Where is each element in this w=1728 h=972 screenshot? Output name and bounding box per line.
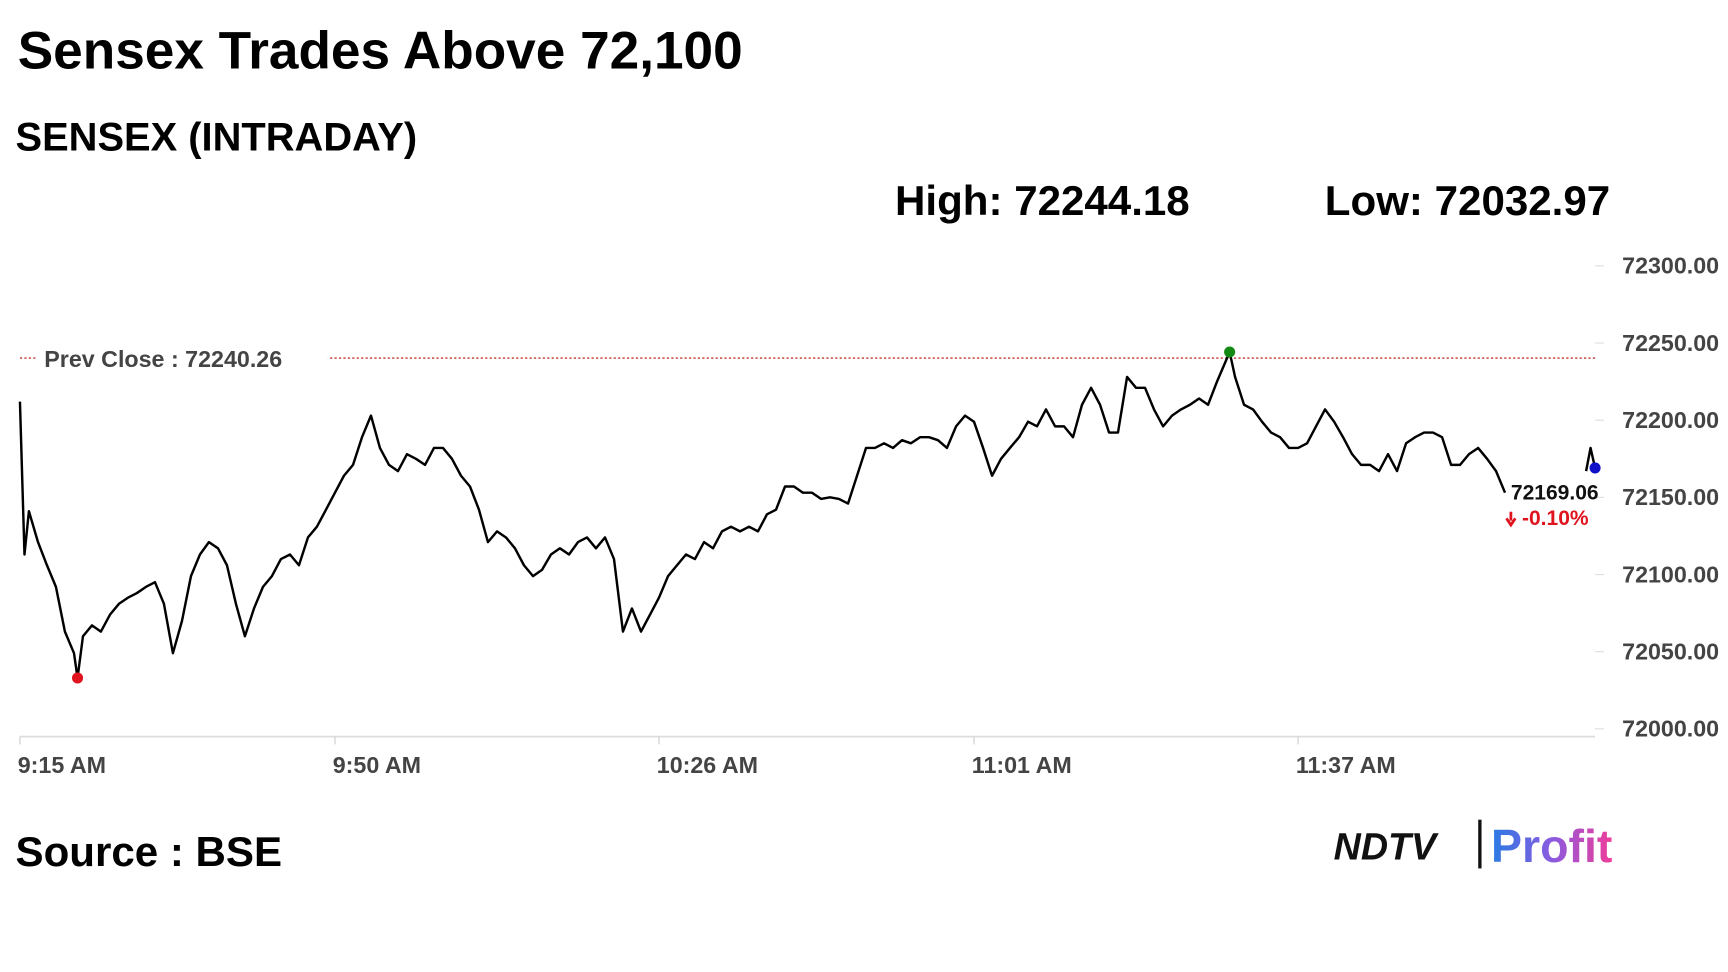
low-label: Low:	[1325, 177, 1423, 224]
x-tick-label: 11:37 AM	[1296, 752, 1396, 778]
title: Sensex Trades Above 72,100	[18, 22, 743, 81]
low-value: 72032.97	[1435, 177, 1611, 224]
prev-close-label: Prev Close :	[44, 346, 178, 372]
x-tick-label: 9:15 AM	[18, 752, 106, 778]
high-value: 72244.18	[1014, 177, 1190, 224]
high-text: High: 72244.18	[895, 177, 1190, 224]
y-tick-label: 72050.00	[1622, 638, 1719, 664]
y-tick-label: 72150.00	[1622, 484, 1719, 510]
source: Source : BSE	[16, 828, 283, 875]
prev-close-value: 72240.26	[185, 346, 282, 372]
change-label: -0.10%	[1522, 507, 1589, 530]
prev-close-text: Prev Close : 72240.26	[44, 346, 282, 372]
subtitle: SENSEX (INTRADAY)	[16, 116, 418, 160]
y-tick-label: 72300.00	[1622, 253, 1719, 279]
prev-close-label-bg	[35, 342, 328, 374]
y-tick-label: 72100.00	[1622, 561, 1719, 587]
last-value-label: 72169.06	[1511, 482, 1599, 505]
low-marker	[72, 672, 84, 684]
y-tick-label: 72250.00	[1622, 330, 1719, 356]
x-tick-label: 9:50 AM	[333, 752, 421, 778]
x-tick-label: 10:26 AM	[657, 752, 758, 778]
change-arrow	[1505, 511, 1517, 528]
price-line	[18, 350, 1597, 680]
logo-brand: NDTV	[1334, 826, 1439, 868]
high-marker	[1224, 346, 1236, 358]
low-text: Low: 72032.97	[1325, 177, 1610, 224]
plot-area: 9:15 AM 9:50 AM 10:26 AM 11:01 AM 11:37 AM 72…	[18, 253, 1719, 779]
logo-product: Profit	[1491, 820, 1612, 872]
y-tick-label: 72000.00	[1622, 716, 1719, 742]
last-marker	[1589, 462, 1601, 474]
y-tick-label: 72200.00	[1622, 407, 1719, 433]
high-label: High:	[895, 177, 1003, 224]
x-tick-label: 11:01 AM	[972, 752, 1072, 778]
